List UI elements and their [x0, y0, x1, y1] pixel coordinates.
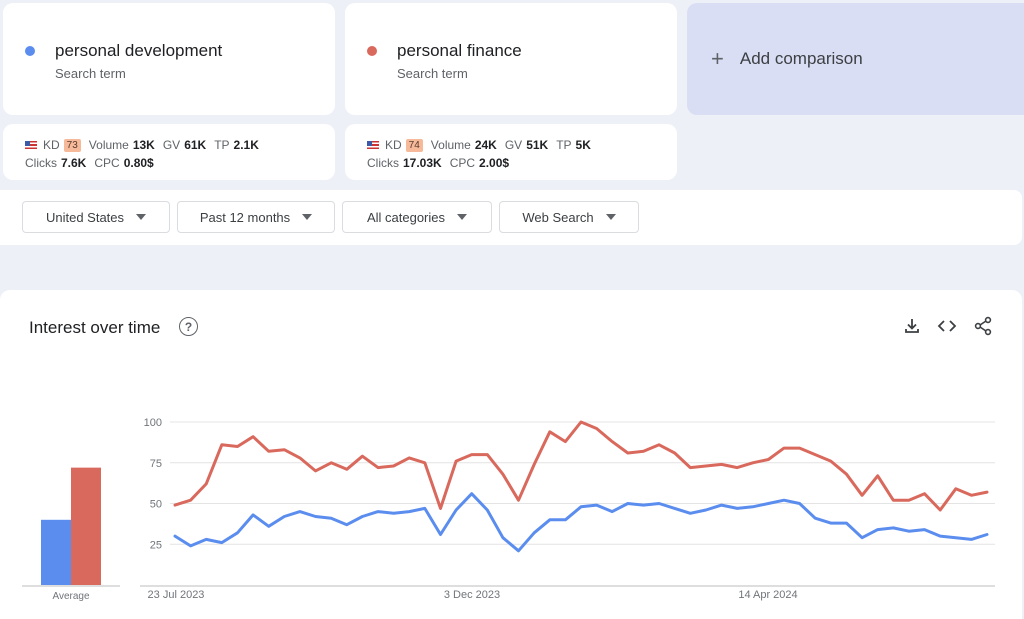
tp-label: TP	[556, 138, 572, 152]
x-tick-label: 14 Apr 2024	[738, 589, 797, 601]
gv-value: 51K	[526, 138, 549, 152]
volume-label: Volume	[430, 138, 471, 152]
cpc-value: 2.00$	[479, 156, 510, 170]
kd-badge: 74	[405, 138, 423, 152]
gv-label: GV	[504, 138, 523, 152]
term-name: personal finance	[397, 41, 522, 60]
help-icon[interactable]: ?	[179, 317, 198, 336]
add-comparison-button[interactable]: + Add comparison	[687, 3, 1024, 115]
kd-badge: 73	[63, 138, 81, 152]
y-tick-label: 75	[150, 458, 162, 470]
filter-label: Past 12 months	[199, 209, 291, 225]
region-filter-dropdown[interactable]: United States	[22, 201, 170, 233]
volume-label: Volume	[88, 138, 129, 152]
chart-title: Interest over time	[29, 318, 161, 337]
search-type-filter-dropdown[interactable]: Web Search	[499, 201, 639, 233]
filter-bar: United States Past 12 months All categor…	[0, 190, 1022, 245]
average-bar	[71, 467, 101, 585]
interest-chart: 25 50 75 100 Average 23 Jul 2023 3 Dec 2023 1…	[22, 417, 995, 602]
volume-value: 24K	[474, 138, 497, 152]
tp-label: TP	[214, 138, 230, 152]
gv-label: GV	[162, 138, 181, 152]
cpc-value: 0.80$	[123, 156, 154, 170]
clicks-value: 17.03K	[403, 156, 442, 170]
clicks-value: 7.6K	[61, 156, 87, 170]
filter-label: United States	[45, 209, 125, 225]
metrics-card-personal-finance: KD 74 Volume 24K GV 51K TP 5K Clicks 17.03K …	[345, 124, 677, 180]
term-subtitle: Search term	[55, 66, 126, 81]
caret-down-icon	[136, 214, 147, 220]
y-tick-label: 50	[150, 499, 162, 511]
x-tick-label: 3 Dec 2023	[444, 589, 500, 601]
average-label: Average	[52, 591, 90, 602]
kd-label: KD	[43, 138, 60, 152]
filter-label: All categories	[366, 209, 446, 225]
kd-label: KD	[385, 138, 402, 152]
metrics-card-personal-development: KD 73 Volume 13K GV 61K TP 2.1K Clicks 7.6K …	[3, 124, 335, 180]
tp-value: 5K	[575, 138, 591, 152]
term-card-personal-finance[interactable]: personal finance Search term	[345, 3, 677, 115]
caret-down-icon	[605, 214, 616, 220]
interest-over-time-card: Interest over time ? 25 50 75 100 Average 2…	[0, 290, 1022, 619]
share-icon[interactable]	[973, 316, 993, 336]
clicks-label: Clicks	[25, 156, 57, 170]
caret-down-icon	[302, 214, 313, 220]
us-flag-icon	[367, 141, 379, 149]
category-filter-dropdown[interactable]: All categories	[342, 201, 492, 233]
term-card-personal-development[interactable]: personal development Search term	[3, 3, 335, 115]
gv-value: 61K	[184, 138, 207, 152]
y-tick-label: 25	[150, 539, 162, 551]
y-tick-label: 100	[144, 417, 162, 429]
clicks-label: Clicks	[367, 156, 399, 170]
cpc-label: CPC	[94, 156, 120, 170]
series-line	[173, 492, 989, 553]
average-bar	[41, 519, 71, 585]
us-flag-icon	[25, 141, 37, 149]
tp-value: 2.1K	[233, 138, 259, 152]
series-color-dot	[367, 46, 377, 56]
term-subtitle: Search term	[397, 66, 468, 81]
series-line	[173, 420, 989, 512]
add-comparison-label: Add comparison	[739, 49, 863, 68]
filter-label: Web Search	[522, 209, 594, 225]
plus-icon: +	[711, 46, 724, 71]
cpc-label: CPC	[449, 156, 476, 170]
volume-value: 13K	[132, 138, 155, 152]
term-name: personal development	[55, 41, 223, 60]
x-tick-label: 23 Jul 2023	[148, 589, 205, 601]
time-range-filter-dropdown[interactable]: Past 12 months	[177, 201, 335, 233]
embed-code-icon[interactable]	[937, 316, 957, 336]
caret-down-icon	[457, 214, 468, 220]
download-icon[interactable]	[902, 316, 922, 336]
series-color-dot	[25, 46, 35, 56]
